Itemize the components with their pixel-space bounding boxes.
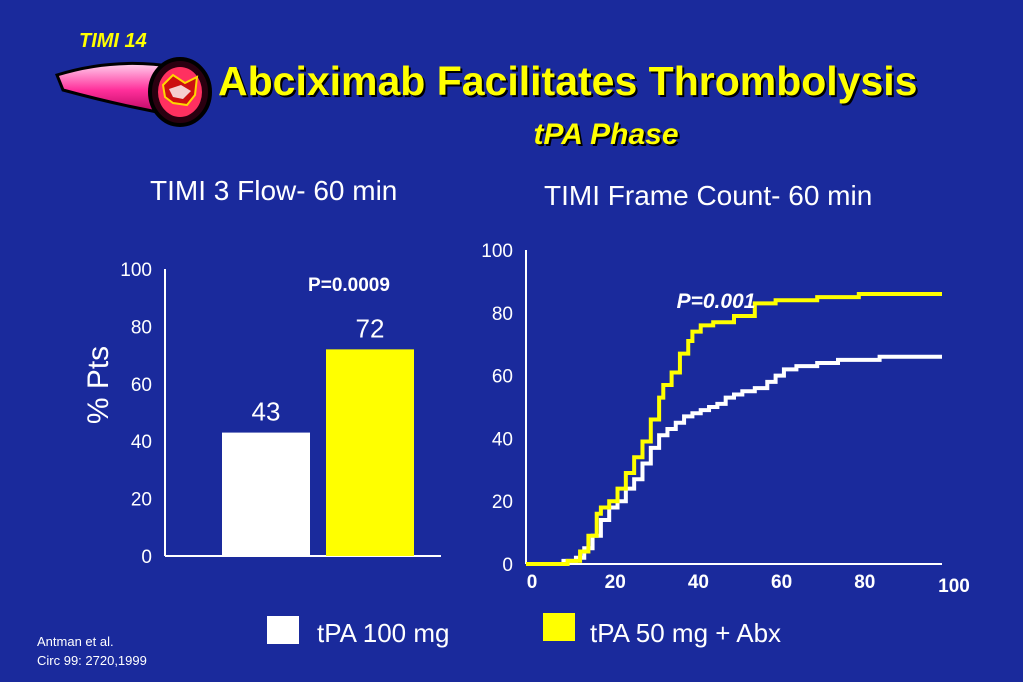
- study-badge: TIMI 14: [79, 30, 147, 52]
- bar: [222, 432, 310, 556]
- legend-label-tpa100: tPA 100 mg: [317, 618, 450, 648]
- citation-journal: Circ 99: 2720,1999: [37, 653, 147, 668]
- line-chart-y-tick-label: 0: [502, 555, 513, 576]
- legend-swatch-tpa50-abx: [543, 613, 575, 641]
- bar-chart-y-tick-label: 40: [131, 432, 152, 453]
- bar-chart-y-label: % Pts: [82, 346, 115, 424]
- bar-chart-y-tick-label: 0: [141, 547, 152, 568]
- line-chart-y-tick-label: 20: [492, 492, 513, 513]
- line-chart: 0 20 40 60 80 100 0 20 40 60 80 100 P=0.001: [481, 241, 970, 597]
- page-title: Abciximab Facilitates Thrombolysis: [218, 58, 918, 104]
- legend-swatch-tpa100: [267, 616, 299, 644]
- line-chart-x-tick-label: 100: [938, 576, 970, 597]
- line-chart-y-tick-label: 100: [481, 241, 513, 262]
- series-line-tpa100: [526, 354, 942, 566]
- bar-chart-y-tick-label: 100: [120, 260, 152, 281]
- line-chart-x-tick-label: 60: [771, 572, 792, 593]
- line-chart-x-tick-label: 20: [605, 572, 626, 593]
- line-chart-y-tick-label: 80: [492, 304, 513, 325]
- line-chart-y-tick-label: 60: [492, 367, 513, 388]
- bar-chart-y-tick-label: 20: [131, 490, 152, 511]
- bar-chart-y-tick-label: 80: [131, 317, 152, 338]
- citation-authors: Antman et al.: [37, 634, 114, 649]
- line-chart-x-tick-label: 40: [688, 572, 709, 593]
- page-subtitle: tPA Phase: [533, 118, 679, 151]
- citation: Antman et al. Circ 99: 2720,1999: [37, 632, 147, 670]
- bar-chart: 0 20 40 60 80 100 43 72 % Pts P=0.0009: [82, 260, 441, 568]
- line-chart-p-value: P=0.001: [677, 290, 756, 313]
- legend-label-tpa50-abx: tPA 50 mg + Abx: [590, 618, 782, 648]
- line-chart-y-tick-label: 40: [492, 429, 513, 450]
- bar-chart-title: TIMI 3 Flow- 60 min: [150, 175, 398, 206]
- artery-thrombus-icon: [55, 57, 212, 127]
- bar: [326, 349, 414, 556]
- line-chart-title: TIMI Frame Count- 60 min: [544, 180, 873, 211]
- bar-chart-y-tick-label: 60: [131, 375, 152, 396]
- line-chart-x-tick-label: 80: [854, 572, 875, 593]
- bar-value-label: 72: [356, 313, 385, 343]
- bar-chart-p-value: P=0.0009: [308, 275, 390, 296]
- line-chart-x-tick-label: 0: [527, 572, 538, 593]
- series-line-tpa50-abx: [526, 291, 942, 566]
- bar-value-label: 43: [252, 397, 281, 427]
